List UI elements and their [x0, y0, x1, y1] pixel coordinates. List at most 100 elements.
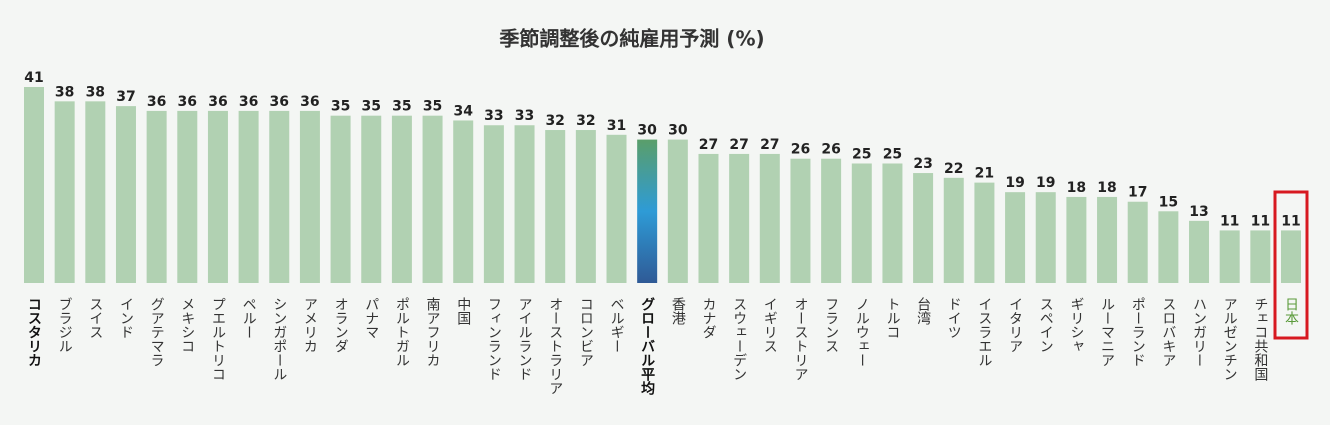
- x-tick-label: オーストラリア: [547, 297, 563, 395]
- bar: [1281, 230, 1301, 283]
- bar: [1219, 230, 1240, 283]
- value-label: 17: [1128, 185, 1147, 201]
- chart-title: 季節調整後の純雇用予測 (%): [498, 27, 764, 51]
- x-tick-label: アイルランド: [517, 297, 533, 381]
- value-label: 27: [729, 137, 748, 153]
- x-tick-label: 香港: [670, 297, 686, 325]
- bar: [698, 153, 719, 283]
- value-label: 33: [515, 108, 534, 124]
- bar: [54, 101, 75, 283]
- value-label: 11: [1251, 213, 1270, 229]
- x-tick-label: コロンビア: [578, 297, 594, 367]
- x-tick-label: ハンガリー: [1191, 297, 1207, 367]
- value-label: 30: [668, 123, 688, 139]
- value-label: 36: [208, 94, 227, 110]
- value-label: 36: [270, 94, 289, 110]
- value-label: 19: [1036, 175, 1055, 191]
- x-tick-label: イスラエル: [976, 297, 992, 367]
- value-label: 13: [1189, 204, 1208, 220]
- x-tick-label: 中国: [455, 297, 471, 325]
- value-label: 36: [147, 94, 166, 110]
- x-tick-label: ルーマニア: [1099, 297, 1115, 367]
- value-label: 31: [607, 118, 626, 134]
- x-tick-label: トルコ: [884, 297, 900, 339]
- value-label: 21: [975, 166, 994, 182]
- bar: [1127, 201, 1148, 283]
- x-tick-label: チェコ共和国: [1252, 297, 1268, 381]
- bar: [667, 139, 688, 283]
- value-label: 41: [24, 70, 43, 86]
- x-tick-label: インド: [118, 297, 134, 339]
- x-tick-label: 南アフリカ: [425, 297, 441, 367]
- bar: [851, 163, 872, 283]
- value-label: 35: [423, 99, 442, 115]
- x-tick-label: パナマ: [363, 297, 379, 339]
- bar: [207, 110, 228, 283]
- bar: [790, 158, 811, 283]
- bar: [729, 153, 750, 283]
- bar: [85, 101, 106, 283]
- value-label: 19: [1005, 175, 1024, 191]
- value-label: 25: [883, 146, 902, 162]
- value-label: 27: [760, 137, 779, 153]
- value-label: 30: [637, 123, 657, 139]
- x-tick-label: ベルギー: [609, 297, 625, 353]
- bar: [575, 130, 596, 283]
- x-tick-label: フランス: [823, 297, 839, 353]
- bar: [545, 130, 566, 283]
- value-label: 22: [944, 161, 963, 177]
- bar: [391, 115, 412, 284]
- x-tick-label: 日本: [1283, 297, 1299, 325]
- bar: [1066, 196, 1087, 283]
- bar: [514, 125, 535, 284]
- bar: [913, 173, 934, 283]
- value-label: 32: [576, 113, 595, 129]
- x-tick-label: グアテマラ: [149, 297, 165, 367]
- value-label: 36: [178, 94, 197, 110]
- value-label: 18: [1067, 180, 1086, 196]
- value-label: 23: [913, 156, 932, 172]
- bar: [483, 125, 504, 284]
- value-label: 11: [1281, 213, 1300, 229]
- x-tick-label: メキシコ: [179, 297, 195, 353]
- value-label: 26: [821, 142, 840, 158]
- x-tick-label: スペイン: [1038, 297, 1054, 353]
- bar: [637, 139, 658, 283]
- value-label: 26: [791, 142, 810, 158]
- bar: [238, 110, 259, 283]
- x-tick-label: ドイツ: [946, 297, 962, 339]
- value-label: 36: [239, 94, 258, 110]
- value-label: 37: [116, 89, 135, 105]
- x-tick-label: ギリシャ: [1068, 297, 1084, 353]
- x-tick-label: スイス: [87, 297, 103, 339]
- bar: [759, 153, 780, 283]
- x-tick-label: グローバル平均: [639, 296, 655, 396]
- x-tick-label: ブラジル: [57, 297, 73, 353]
- value-label: 27: [699, 137, 718, 153]
- bar: [943, 177, 964, 283]
- bar: [422, 115, 443, 284]
- x-tick-label: アルゼンチン: [1222, 297, 1238, 381]
- x-tick-label: ポルトガル: [394, 297, 410, 367]
- x-tick-label: 台湾: [915, 297, 931, 325]
- bar: [299, 110, 320, 283]
- value-label: 34: [453, 103, 473, 119]
- bar: [1097, 196, 1118, 283]
- x-tick-label: シンガポール: [271, 297, 287, 381]
- value-label: 18: [1097, 180, 1116, 196]
- bar: [361, 115, 382, 284]
- bar: [1005, 192, 1026, 283]
- x-tick-label: ノルウェー: [854, 297, 870, 367]
- value-label: 38: [55, 84, 74, 100]
- value-label: 32: [545, 113, 564, 129]
- x-tick-label: ポーランド: [1130, 297, 1146, 367]
- x-tick-label: カナダ: [700, 297, 716, 339]
- x-tick-label: プエルトリコ: [210, 297, 226, 381]
- bar: [974, 182, 995, 283]
- bar: [1035, 192, 1056, 283]
- bar: [821, 158, 842, 283]
- x-tick-label: オランダ: [333, 297, 349, 353]
- bar: [115, 106, 136, 283]
- bar: [1250, 230, 1271, 283]
